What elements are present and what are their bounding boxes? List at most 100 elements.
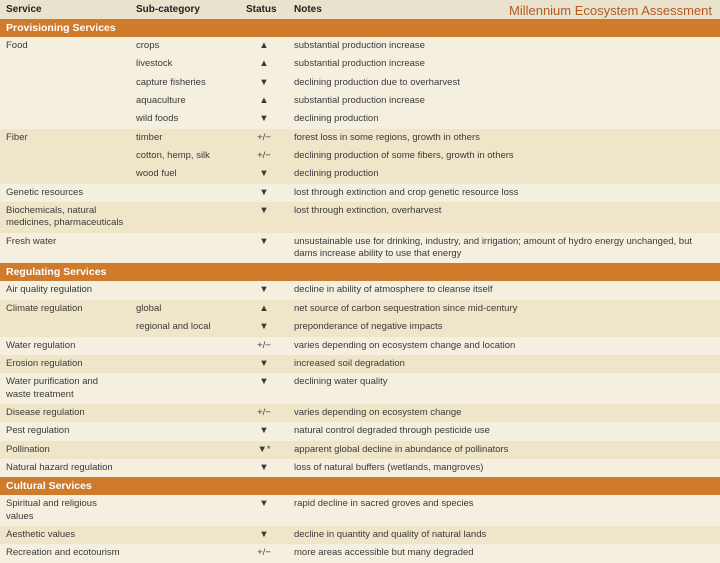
cell-service: Aesthetic values — [0, 526, 130, 544]
cell-status: +/− — [240, 129, 288, 147]
cell-subcategory: crops — [130, 37, 240, 55]
cell-notes: varies depending on ecosystem change — [288, 404, 720, 422]
cell-subcategory — [130, 337, 240, 355]
cell-service: Air quality regulation — [0, 281, 130, 299]
cell-status: ▼ — [240, 233, 288, 264]
cell-service: Water regulation — [0, 337, 130, 355]
cell-subcategory — [130, 202, 240, 233]
cell-status: ▼ — [240, 202, 288, 233]
cell-status: ▲ — [240, 300, 288, 318]
cell-service — [0, 110, 130, 128]
cell-notes: declining production of some fibers, gro… — [288, 147, 720, 165]
cell-service — [0, 318, 130, 336]
table-row: Foodcrops▲substantial production increas… — [0, 37, 720, 55]
table-row: Climate regulationglobal▲net source of c… — [0, 300, 720, 318]
cell-service — [0, 165, 130, 183]
cell-service — [0, 147, 130, 165]
cell-service: Food — [0, 37, 130, 55]
cell-notes: forest loss in some regions, growth in o… — [288, 129, 720, 147]
cell-status: ▼ — [240, 318, 288, 336]
cell-notes: preponderance of negative impacts — [288, 318, 720, 336]
cell-notes: increased soil degradation — [288, 355, 720, 373]
cell-status: +/− — [240, 404, 288, 422]
cell-service: Spiritual and religious values — [0, 495, 130, 526]
table-row: wood fuel▼declining production — [0, 165, 720, 183]
cell-status: ▲ — [240, 37, 288, 55]
cell-notes: declining production — [288, 165, 720, 183]
cell-status: ▼ — [240, 495, 288, 526]
cell-notes: rapid decline in sacred groves and speci… — [288, 495, 720, 526]
cell-notes: apparent global decline in abundance of … — [288, 441, 720, 459]
cell-subcategory — [130, 233, 240, 264]
cell-subcategory: livestock — [130, 55, 240, 73]
cell-notes: declining water quality — [288, 373, 720, 404]
cell-notes: lost through extinction, overharvest — [288, 202, 720, 233]
cell-status: ▼ — [240, 110, 288, 128]
table-row: Biochemicals, natural medicines, pharmac… — [0, 202, 720, 233]
cell-notes: varies depending on ecosystem change and… — [288, 337, 720, 355]
cell-subcategory: regional and local — [130, 318, 240, 336]
table-row: Pollination▼*apparent global decline in … — [0, 441, 720, 459]
cell-notes: declining production due to overharvest — [288, 74, 720, 92]
cell-service: Water purification and waste treatment — [0, 373, 130, 404]
cell-subcategory: wood fuel — [130, 165, 240, 183]
cell-status: ▼ — [240, 526, 288, 544]
cell-service: Erosion regulation — [0, 355, 130, 373]
cell-subcategory — [130, 526, 240, 544]
section-title: Cultural Services — [0, 477, 720, 495]
table-row: Aesthetic values▼decline in quantity and… — [0, 526, 720, 544]
cell-subcategory: cotton, hemp, silk — [130, 147, 240, 165]
cell-service: Fresh water — [0, 233, 130, 264]
section-header: Regulating Services — [0, 263, 720, 281]
cell-service: Fiber — [0, 129, 130, 147]
table-row: aquaculture▲substantial production incre… — [0, 92, 720, 110]
cell-service — [0, 74, 130, 92]
cell-subcategory: aquaculture — [130, 92, 240, 110]
table-row: Natural hazard regulation▼loss of natura… — [0, 459, 720, 477]
cell-status: +/− — [240, 337, 288, 355]
cell-status: ▼ — [240, 373, 288, 404]
section-title: Provisioning Services — [0, 19, 720, 37]
cell-subcategory — [130, 544, 240, 562]
cell-status: ▼ — [240, 184, 288, 202]
cell-subcategory — [130, 184, 240, 202]
cell-status: ▼ — [240, 459, 288, 477]
cell-subcategory — [130, 355, 240, 373]
table-row: Fibertimber+/−forest loss in some region… — [0, 129, 720, 147]
table-row: Water regulation +/−varies depending on e… — [0, 337, 720, 355]
section-title: Regulating Services — [0, 263, 720, 281]
cell-notes: decline in ability of atmosphere to clea… — [288, 281, 720, 299]
cell-notes: more areas accessible but many degraded — [288, 544, 720, 562]
cell-service: Genetic resources — [0, 184, 130, 202]
cell-subcategory — [130, 373, 240, 404]
cell-service: Climate regulation — [0, 300, 130, 318]
cell-service — [0, 92, 130, 110]
cell-subcategory — [130, 495, 240, 526]
table-row: Recreation and ecotourism+/−more areas a… — [0, 544, 720, 562]
cell-subcategory — [130, 422, 240, 440]
table-row: Water purification and waste treatment ▼d… — [0, 373, 720, 404]
cell-notes: net source of carbon sequestration since… — [288, 300, 720, 318]
cell-service: Natural hazard regulation — [0, 459, 130, 477]
col-status: Status — [240, 0, 288, 19]
cell-status: ▼ — [240, 74, 288, 92]
table-row: livestock▲substantial production increas… — [0, 55, 720, 73]
source-label: Millennium Ecosystem Assessment — [509, 3, 712, 18]
ecosystem-services-table: Service Sub-category Status Notes Provis… — [0, 0, 720, 563]
cell-service: Disease regulation — [0, 404, 130, 422]
table-row: cotton, hemp, silk+/−declining productio… — [0, 147, 720, 165]
cell-notes: substantial production increase — [288, 55, 720, 73]
col-sub: Sub-category — [130, 0, 240, 19]
cell-notes: lost through extinction and crop genetic… — [288, 184, 720, 202]
cell-service — [0, 55, 130, 73]
cell-status: ▼ — [240, 165, 288, 183]
section-header: Cultural Services — [0, 477, 720, 495]
cell-status: ▲ — [240, 55, 288, 73]
cell-subcategory — [130, 404, 240, 422]
cell-service: Pollination — [0, 441, 130, 459]
cell-notes: unsustainable use for drinking, industry… — [288, 233, 720, 264]
cell-notes: substantial production increase — [288, 37, 720, 55]
cell-service: Recreation and ecotourism — [0, 544, 130, 562]
cell-status: +/− — [240, 147, 288, 165]
table-row: Pest regulation▼natural control degraded… — [0, 422, 720, 440]
